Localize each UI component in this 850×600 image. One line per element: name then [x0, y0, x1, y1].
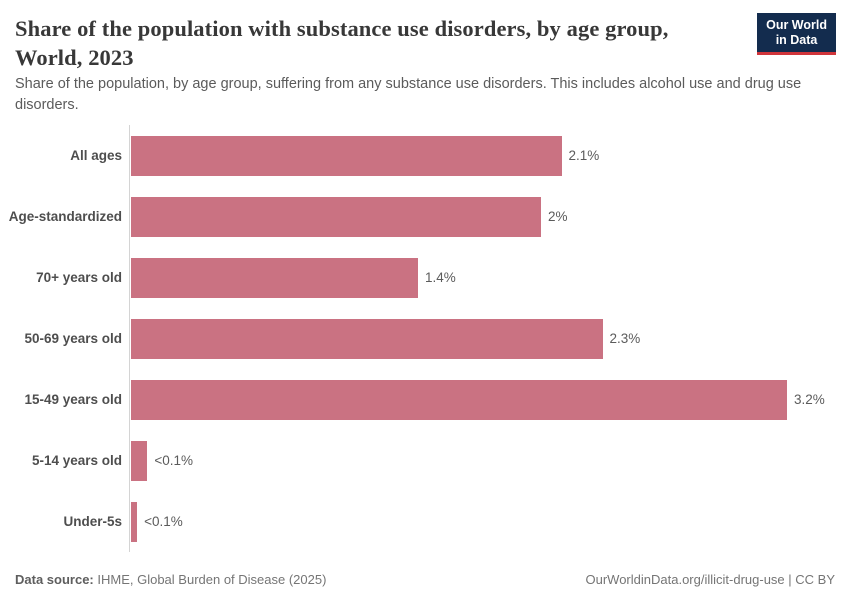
chart-title-line-1: Share of the population with substance u…: [15, 16, 669, 41]
bar[interactable]: [131, 379, 787, 420]
category-label: 5-14 years old: [31, 453, 122, 468]
value-label: 3.2%: [794, 392, 825, 407]
value-label: <0.1%: [144, 514, 183, 529]
owid-logo[interactable]: Our World in Data: [757, 13, 836, 55]
data-source-value: IHME, Global Burden of Disease (2025): [97, 572, 327, 587]
bar[interactable]: [131, 135, 562, 176]
value-label: 1.4%: [425, 270, 456, 285]
value-label: 2%: [548, 209, 568, 224]
bar[interactable]: [131, 196, 541, 237]
category-label: 15-49 years old: [24, 392, 122, 407]
bar-row: All ages 2.1%: [0, 125, 850, 186]
bar[interactable]: [131, 440, 148, 481]
category-label: Under-5s: [63, 514, 122, 529]
data-source-label: Data source:: [15, 572, 94, 587]
y-axis-line: [129, 125, 130, 552]
value-label: 2.1%: [568, 148, 600, 163]
bar-row: Under-5s <0.1%: [0, 491, 850, 552]
bar-row: Age-standardized 2%: [0, 186, 850, 247]
value-label: 2.3%: [609, 331, 641, 346]
chart-subtitle: Share of the population, by age group, s…: [15, 76, 802, 114]
category-label: Age-standardized: [8, 209, 122, 224]
bar[interactable]: [131, 318, 603, 359]
chart-footer: Data source: IHME, Global Burden of Dise…: [15, 572, 835, 587]
category-label: 50-69 years old: [24, 331, 122, 346]
category-label: 70+ years old: [36, 270, 122, 285]
bar-rows: All ages 2.1% Age-standardized 2% 70+ years …: [0, 125, 850, 552]
owid-logo-line-2: in Data: [775, 32, 818, 47]
credit-link[interactable]: OurWorldinData.org/illicit-drug-use | CC…: [585, 572, 836, 587]
bar-row: 15-49 years old 3.2%: [0, 369, 850, 430]
bar-row: 50-69 years old 2.3%: [0, 308, 850, 369]
chart-title: Share of the population with substance u…: [15, 15, 750, 73]
bar-row: 70+ years old 1.4%: [0, 247, 850, 308]
value-label: <0.1%: [154, 453, 194, 468]
category-label: All ages: [70, 148, 122, 163]
bar[interactable]: [131, 501, 138, 542]
chart-title-line-2: World, 2023: [15, 44, 134, 70]
bar[interactable]: [131, 257, 418, 298]
bar-row: 5-14 years old <0.1%: [0, 430, 850, 491]
chart-header: Share of the population with substance u…: [15, 15, 750, 73]
owid-logo-line-1: Our World: [766, 18, 827, 32]
data-source: Data source: IHME, Global Burden of Dise…: [15, 572, 326, 587]
bar-chart: All ages 2.1% Age-standardized 2% 70+ years …: [0, 125, 850, 552]
